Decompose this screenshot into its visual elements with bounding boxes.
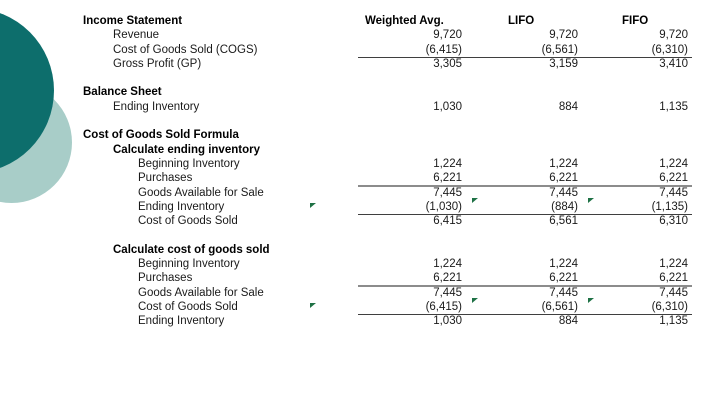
sum-line: [358, 284, 692, 287]
sum-line: [358, 314, 692, 316]
cell-weighted-avg: 1,224: [433, 258, 462, 271]
cell-weighted-avg: 9,720: [433, 29, 462, 42]
table-row: Gross Profit (GP) 3,305 3,159 3,410: [83, 57, 688, 71]
cell-lifo: 6,561: [549, 215, 578, 228]
column-header-weighted-avg: Weighted Avg.: [365, 15, 444, 27]
table-row: Cost of Goods Sold 6,415 6,561 6,310: [83, 214, 688, 228]
cell-fifo: 7,445: [659, 186, 688, 199]
row-label: Cost of Goods Sold Formula: [83, 129, 239, 142]
cell-fifo: 1,224: [659, 258, 688, 271]
cell-fifo: (6,310): [651, 300, 688, 313]
cell-fifo: 6,221: [659, 272, 688, 285]
cell-weighted-avg: 6,221: [433, 172, 462, 185]
row-label: Calculate cost of goods sold: [113, 243, 270, 256]
financial-table: Income Statement Weighted Avg. LIFO FIFO Rev…: [83, 14, 692, 329]
table-row: Calculate ending inventory: [83, 143, 688, 157]
cell-weighted-avg: 1,030: [433, 100, 462, 113]
sum-line: [358, 184, 692, 187]
spacer-row: [83, 114, 688, 128]
row-label: Gross Profit (GP): [113, 57, 202, 70]
table-row: Cost of Goods Sold (COGS) (6,415) (6,561) (…: [83, 43, 692, 58]
table-row: Beginning Inventory 1,224 1,224 1,224: [83, 257, 688, 271]
cell-fifo: (6,310): [651, 43, 688, 56]
cell-weighted-avg: 3,305: [433, 57, 462, 70]
cell-lifo: 6,221: [549, 272, 578, 285]
cell-weighted-avg: (1,030): [425, 200, 462, 213]
row-label: Purchases: [138, 272, 193, 285]
table-row: Revenue 9,720 9,720 9,720: [83, 28, 688, 42]
cell-fifo: 6,221: [659, 172, 688, 185]
row-label: Beginning Inventory: [138, 258, 240, 271]
cell-lifo: 1,224: [549, 157, 578, 170]
sum-line: [358, 214, 692, 216]
row-label: Cost of Goods Sold: [138, 300, 238, 313]
cell-weighted-avg: 6,221: [433, 272, 462, 285]
cell-weighted-avg: (6,415): [425, 43, 462, 56]
cell-weighted-avg: 6,415: [433, 215, 462, 228]
cell-weighted-avg: (6,415): [425, 300, 462, 313]
cell-fifo: 9,720: [659, 29, 688, 42]
table-row: Calculate cost of goods sold: [83, 243, 688, 257]
table-row: Income Statement Weighted Avg. LIFO FIFO: [83, 14, 688, 28]
row-label: Revenue: [113, 29, 160, 42]
cell-fifo: 7,445: [659, 286, 688, 299]
table-row: Goods Available for Sale 7,445 7,445 7,445: [83, 186, 688, 200]
row-label: Income Statement: [83, 15, 183, 27]
cell-lifo: 7,445: [549, 286, 578, 299]
table-row: Goods Available for Sale 7,445 7,445 7,445: [83, 286, 688, 300]
formula-flag-icon: [310, 202, 316, 208]
formula-flag-icon: [588, 297, 594, 303]
spacer-row: [83, 228, 688, 242]
cell-lifo: (6,561): [541, 300, 578, 313]
cell-fifo: (1,135): [651, 200, 688, 213]
cell-fifo: 1,135: [659, 315, 688, 328]
row-label: Ending Inventory: [113, 100, 200, 113]
row-label: Ending Inventory: [138, 315, 225, 328]
cell-weighted-avg: 7,445: [433, 186, 462, 199]
table-row: Ending Inventory (1,030) (884) (1,135): [83, 197, 692, 216]
cell-lifo: 3,159: [549, 57, 578, 70]
cell-lifo: 884: [558, 100, 578, 113]
row-label: Goods Available for Sale: [138, 286, 264, 299]
row-label: Purchases: [138, 172, 193, 185]
cell-weighted-avg: 1,030: [433, 315, 462, 328]
cell-lifo: 9,720: [549, 29, 578, 42]
cell-fifo: 3,410: [659, 57, 688, 70]
table-row: Balance Sheet: [83, 85, 688, 99]
column-header-lifo: LIFO: [508, 15, 535, 27]
formula-flag-icon: [472, 197, 478, 203]
spacer-row: [83, 71, 688, 85]
cell-weighted-avg: 7,445: [433, 286, 462, 299]
formula-flag-icon: [472, 297, 478, 303]
cell-lifo: 1,224: [549, 258, 578, 271]
row-label: Cost of Goods Sold (COGS): [113, 43, 258, 56]
cell-fifo: 1,224: [659, 157, 688, 170]
sum-line: [358, 56, 692, 58]
table-row: Ending Inventory 1,030 884 1,135: [83, 100, 688, 114]
formula-flag-icon: [588, 197, 594, 203]
cell-lifo: (6,561): [541, 43, 578, 56]
formula-flag-icon: [310, 302, 316, 308]
cell-weighted-avg: 1,224: [433, 157, 462, 170]
cell-fifo: 6,310: [659, 215, 688, 228]
cell-fifo: 1,135: [659, 100, 688, 113]
table-row: Beginning Inventory 1,224 1,224 1,224: [83, 157, 688, 171]
row-label: Ending Inventory: [138, 200, 225, 213]
cell-lifo: 884: [558, 315, 578, 328]
row-label: Cost of Goods Sold: [138, 215, 238, 228]
cell-lifo: 7,445: [549, 186, 578, 199]
row-label: Beginning Inventory: [138, 157, 240, 170]
column-header-fifo: FIFO: [622, 15, 649, 27]
row-label: Goods Available for Sale: [138, 186, 264, 199]
table-row: Cost of Goods Sold Formula: [83, 128, 688, 142]
table-row: Cost of Goods Sold (6,415) (6,561) (6,310): [83, 297, 692, 316]
table-row: Ending Inventory 1,030 884 1,135: [83, 314, 688, 328]
row-label: Balance Sheet: [83, 86, 162, 99]
cell-lifo: (884): [551, 200, 578, 213]
table-row: Purchases 6,221 6,221 6,221: [83, 171, 692, 187]
cell-lifo: 6,221: [549, 172, 578, 185]
row-label: Calculate ending inventory: [113, 143, 260, 156]
table-row: Purchases 6,221 6,221 6,221: [83, 271, 692, 287]
